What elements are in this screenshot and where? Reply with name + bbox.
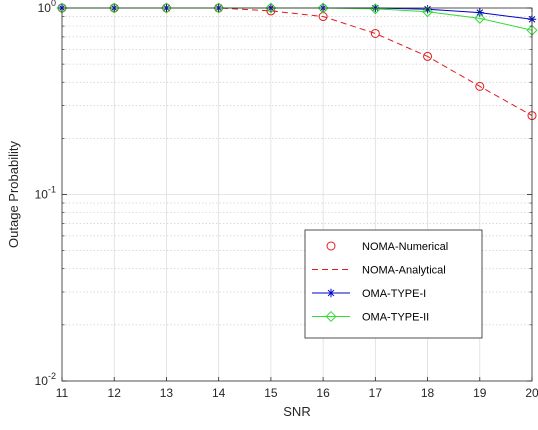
data-point-oma-type-ii (369, 3, 381, 15)
data-point-oma-type-ii (160, 2, 172, 14)
x-tick-label: 17 (369, 386, 383, 400)
x-tick-label: 15 (264, 386, 278, 400)
asterisk-stroke (476, 9, 484, 16)
asterisk-stroke (327, 289, 335, 297)
legend-label: OMA-TYPE-II (362, 312, 429, 324)
legend-entry-noma-numerical: NOMA-Numerical (326, 241, 448, 253)
legend-entry-noma-analytical: NOMA-Analytical (312, 265, 446, 277)
data-point-oma-type-ii (108, 2, 120, 14)
data-point-oma-type-ii (265, 2, 277, 14)
legend-marker (325, 310, 337, 323)
data-point-oma-type-ii (474, 12, 486, 24)
data-point-oma-type-ii (422, 6, 434, 18)
legend-entry-oma-type-ii: OMA-TYPE-II (312, 310, 429, 324)
y-tick-label: 10-1 (35, 185, 56, 202)
series-noma-analytical (62, 7, 533, 117)
x-tick-label: 20 (525, 386, 538, 400)
data-point-oma-type-ii (317, 2, 329, 14)
x-axis-label: SNR (283, 404, 310, 419)
y-tick-label: 10-2 (35, 371, 56, 388)
data-point-oma-type-ii (213, 2, 225, 14)
data-point-noma-numerical (370, 28, 380, 38)
legend-marker (326, 241, 336, 251)
legend: NOMA-Numerical NOMA-Analytical OMA-TYPE-I O… (304, 229, 483, 339)
legend-label: NOMA-Numerical (362, 241, 448, 253)
grid-lines (62, 8, 532, 381)
legend-label: NOMA-Analytical (362, 265, 446, 277)
axis-ticks: 11 12 13 14 15 16 17 18 19 20 100 10-1 10-2 (35, 0, 538, 400)
x-tick-label: 13 (160, 386, 174, 400)
series-line-noma-analytical (62, 7, 533, 117)
legend-entry-oma-type-i: OMA-TYPE-I (312, 288, 426, 300)
y-axis-label: Outage Probability (6, 141, 21, 248)
x-tick-label: 11 (56, 386, 69, 400)
x-tick-label: 18 (421, 386, 435, 400)
x-tick-label: 14 (212, 386, 226, 400)
x-tick-label: 19 (473, 386, 487, 400)
x-tick-label: 12 (108, 386, 122, 400)
y-tick-label: 100 (38, 0, 56, 15)
legend-marker (326, 288, 336, 298)
legend-label: OMA-TYPE-I (362, 288, 426, 300)
data-point-noma-numerical (475, 81, 485, 91)
data-point-noma-numerical (423, 51, 433, 61)
x-tick-label: 16 (316, 386, 330, 400)
data-point-oma-type-i (475, 8, 484, 17)
